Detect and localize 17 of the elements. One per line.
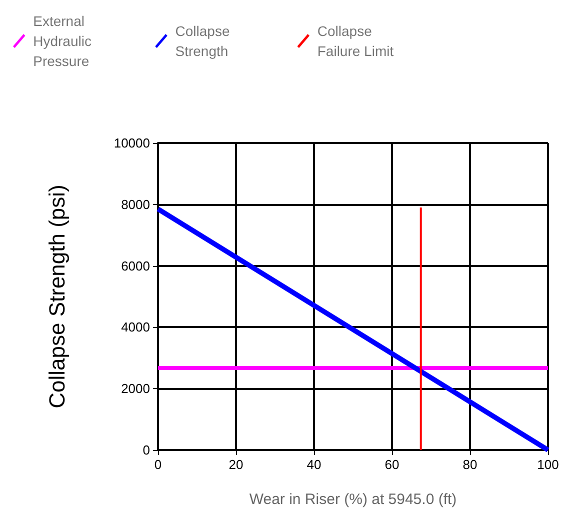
y-tick-label: 8000 [121, 196, 150, 212]
x-tick-label: 0 [154, 457, 162, 472]
y-tick-label: 2000 [121, 381, 150, 396]
y-axis-title: Collapse Strength (psi) [44, 184, 70, 408]
x-tick-label: 80 [462, 457, 478, 472]
legend-label: Collapse Failure Limit [317, 23, 394, 59]
legend-label: Collapse Strength [175, 23, 234, 59]
legend-label: External Hydraulic Pressure [33, 13, 96, 69]
y-tick-label: 6000 [121, 258, 150, 274]
x-tick-label: 100 [537, 457, 559, 472]
y-tick-label: 10000 [114, 136, 150, 150]
y-tick-label: 4000 [121, 320, 150, 335]
x-tick-label: 20 [228, 457, 244, 472]
y-tick-label: 0 [142, 442, 150, 458]
x-tick-label: 60 [384, 457, 400, 472]
x-axis-title: Wear in Riser (%) at 5945.0 (ft) [249, 491, 457, 508]
x-tick-label: 40 [306, 457, 322, 472]
